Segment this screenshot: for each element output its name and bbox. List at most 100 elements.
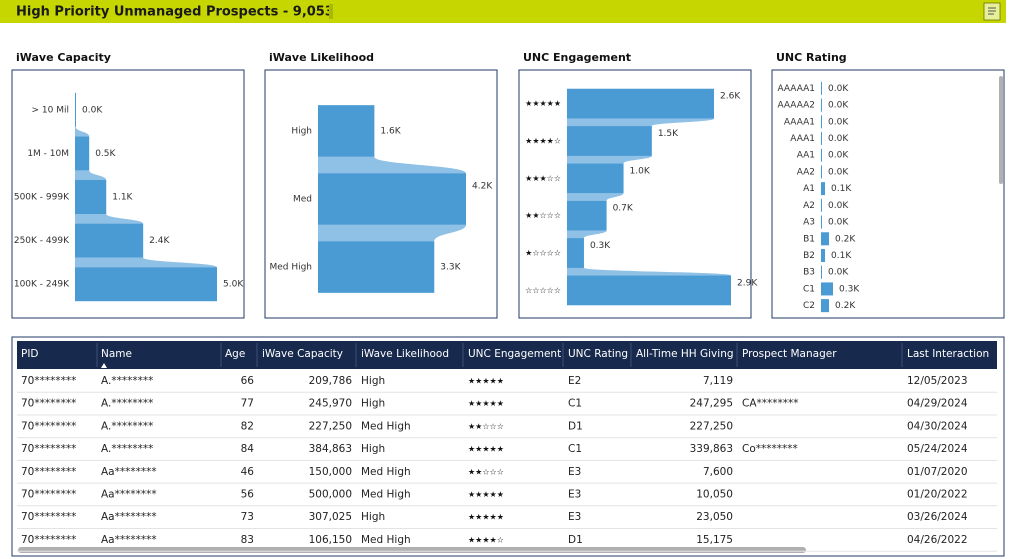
category-label: 500K - 999K	[14, 193, 70, 203]
table-cell: E3	[568, 511, 581, 523]
bar[interactable]	[821, 115, 822, 129]
table-cell: 12/05/2023	[907, 375, 968, 387]
bar[interactable]	[567, 238, 584, 268]
column-header[interactable]: UNC Engagement	[468, 348, 561, 360]
value-label: 0.0K	[828, 218, 849, 228]
table-cell: 70********	[21, 534, 76, 546]
table-cell: Co********	[742, 443, 798, 455]
bar[interactable]	[567, 200, 607, 231]
table-cell: 04/26/2022	[907, 534, 968, 546]
value-label: 3.3K	[440, 263, 461, 273]
table-cell: ★★★★★	[468, 377, 504, 386]
category-label: ★★★☆☆	[525, 174, 561, 183]
bar[interactable]	[821, 98, 822, 112]
bar[interactable]	[821, 265, 822, 279]
table-cell: 82	[241, 420, 254, 432]
bar[interactable]	[567, 126, 652, 156]
table-cell: 70********	[21, 466, 76, 478]
table-cell: ★★★★★	[468, 490, 504, 499]
value-label: 0.0K	[828, 167, 849, 177]
value-label: 2.9K	[737, 278, 758, 288]
category-label: C2	[803, 301, 815, 311]
bar[interactable]	[821, 131, 822, 146]
category-label: C1	[803, 284, 815, 294]
table-cell: D1	[568, 420, 583, 432]
horizontal-scrollbar[interactable]	[18, 547, 806, 553]
panel-frame	[11, 69, 245, 319]
category-label: ★★★★★	[525, 99, 561, 108]
value-label: 0.0K	[828, 84, 849, 94]
column-header[interactable]: Last Interaction	[907, 348, 989, 360]
column-header[interactable]: UNC Rating	[568, 348, 628, 360]
table-cell: ★★★★☆	[468, 535, 504, 544]
value-label: 0.3K	[839, 284, 860, 294]
export-icon[interactable]	[983, 2, 1001, 21]
value-label: 0.7K	[613, 204, 634, 214]
bar[interactable]	[75, 179, 107, 215]
bar[interactable]	[75, 92, 76, 127]
bar[interactable]	[821, 215, 822, 229]
header-bar	[0, 0, 1006, 23]
funnel-connector	[567, 267, 731, 276]
bar[interactable]	[318, 173, 466, 225]
bar[interactable]	[821, 232, 829, 246]
bar[interactable]	[821, 299, 829, 313]
value-label: 0.0K	[828, 134, 849, 144]
column-header[interactable]: iWave Likelihood	[361, 348, 449, 360]
bar[interactable]	[75, 223, 144, 258]
table-cell: 384,863	[309, 443, 352, 455]
chart-title: UNC Engagement	[523, 51, 631, 64]
category-label: 250K - 499K	[14, 236, 70, 246]
table-cell: Aa********	[101, 466, 157, 478]
chart-title: UNC Rating	[776, 51, 847, 64]
bar[interactable]	[821, 148, 822, 162]
funnel-connector	[567, 118, 715, 127]
bar[interactable]	[567, 88, 715, 119]
value-label: 2.4K	[149, 236, 170, 246]
bar[interactable]	[567, 163, 624, 194]
value-label: 0.5K	[95, 149, 116, 159]
sort-indicator[interactable]	[101, 363, 107, 368]
table-cell: A.********	[101, 375, 153, 387]
value-label: 0.3K	[590, 241, 611, 251]
table-cell: E3	[568, 466, 581, 478]
scrollbar[interactable]	[999, 76, 1003, 184]
category-label: AAAA1	[784, 117, 815, 127]
bar[interactable]	[567, 275, 731, 306]
bar[interactable]	[821, 282, 833, 296]
column-header[interactable]: PID	[21, 348, 39, 360]
table-cell: 500,000	[309, 489, 352, 501]
bar[interactable]	[821, 182, 825, 196]
table-cell: 56	[241, 489, 255, 501]
column-header[interactable]: Age	[225, 348, 245, 360]
bar[interactable]	[75, 267, 217, 302]
bar[interactable]	[75, 136, 90, 171]
bar[interactable]	[318, 241, 435, 293]
category-label: ★★☆☆☆	[525, 211, 561, 220]
table-cell: 150,000	[309, 466, 352, 478]
bar[interactable]	[821, 81, 822, 95]
category-label: > 10 Mil	[32, 105, 69, 115]
bar[interactable]	[318, 105, 375, 157]
bar[interactable]	[821, 248, 825, 263]
table-cell: Med High	[361, 534, 411, 546]
column-header[interactable]: Name	[101, 348, 132, 360]
value-label: 1.0K	[630, 166, 651, 176]
funnel-connector	[75, 257, 217, 268]
category-label: Med High	[269, 263, 312, 273]
bar[interactable]	[821, 165, 822, 179]
table-cell: 05/24/2024	[907, 443, 968, 455]
column-header[interactable]: All-Time HH Giving	[636, 348, 734, 360]
table-cell: 03/26/2024	[907, 511, 968, 523]
panel-frame	[264, 69, 498, 319]
category-label: A1	[803, 184, 815, 194]
bar[interactable]	[821, 198, 822, 212]
value-label: 0.1K	[831, 251, 852, 261]
table-cell: 01/20/2022	[907, 489, 968, 501]
table-cell: 70********	[21, 398, 76, 410]
column-header[interactable]: Prospect Manager	[742, 348, 837, 360]
column-header[interactable]: iWave Capacity	[262, 348, 343, 360]
table-cell: 10,050	[696, 489, 733, 501]
table-cell: High	[361, 398, 385, 410]
title-grip	[329, 4, 333, 19]
